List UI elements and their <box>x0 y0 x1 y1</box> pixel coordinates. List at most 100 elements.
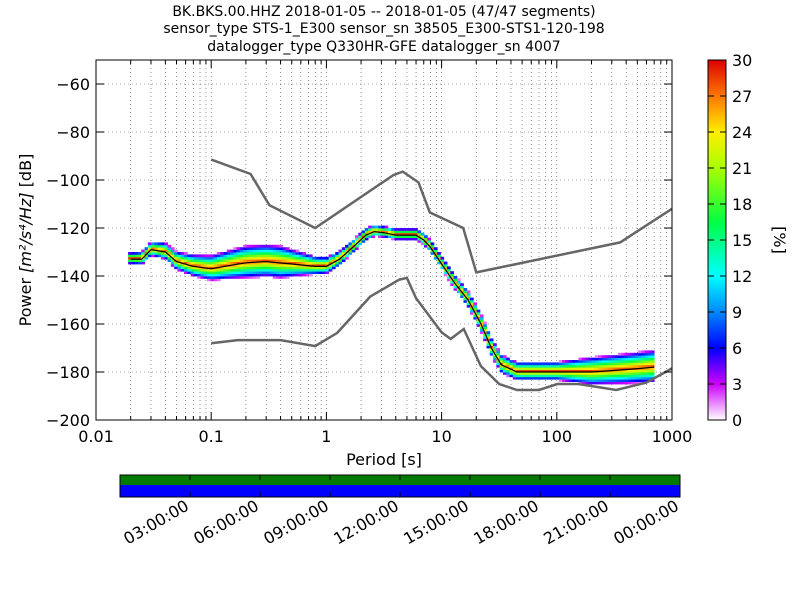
density-cell <box>299 256 303 260</box>
density-cell <box>246 273 251 277</box>
density-cell <box>325 271 330 274</box>
density-cell <box>243 264 247 267</box>
density-cell <box>292 249 297 253</box>
density-cell <box>292 252 297 255</box>
density-cell <box>177 252 182 255</box>
density-cell <box>141 249 145 253</box>
density-cell <box>621 369 625 373</box>
density-cell <box>364 228 369 231</box>
density-cell <box>581 367 586 370</box>
density-cell <box>476 324 481 327</box>
time-tick-label: 00:00:00 <box>610 496 682 548</box>
density-cell <box>230 256 234 260</box>
density-cell <box>460 295 464 298</box>
density-cell <box>624 372 629 375</box>
density-cell <box>502 362 507 366</box>
y-tick-label: −180 <box>46 363 90 382</box>
density-cell <box>476 314 481 318</box>
density-cell <box>539 369 543 373</box>
density-cell <box>509 372 514 375</box>
density-cell <box>522 369 527 373</box>
density-cell <box>213 264 218 267</box>
density-cell <box>308 261 313 265</box>
density-cell <box>256 252 261 255</box>
density-cell <box>292 271 297 274</box>
density-cell <box>571 360 576 363</box>
density-cell <box>151 244 155 248</box>
density-cell <box>144 256 149 260</box>
density-cell <box>230 273 234 277</box>
density-cell <box>397 235 402 238</box>
colorbar-label: [%] <box>770 226 789 254</box>
density-cell <box>262 271 267 274</box>
density-cell <box>226 266 231 270</box>
colorbar-tick-label: 24 <box>732 123 752 142</box>
density-cell <box>249 256 254 260</box>
density-cell <box>404 232 408 236</box>
density-cell <box>562 369 566 373</box>
density-cell <box>207 266 211 270</box>
density-cell <box>256 249 261 253</box>
density-cell <box>489 345 494 349</box>
density-cell <box>157 242 162 246</box>
density-cell <box>128 256 132 260</box>
density-cell <box>437 254 441 258</box>
density-cell <box>213 259 218 262</box>
density-cell <box>249 273 254 277</box>
density-cell <box>456 290 461 294</box>
density-cell <box>591 357 596 361</box>
density-cell <box>170 261 175 265</box>
density-cell <box>522 376 527 380</box>
density-cell <box>512 362 517 366</box>
density-cell <box>285 256 290 260</box>
high-noise-model-line <box>210 158 672 274</box>
density-cell <box>585 381 589 385</box>
density-cell <box>631 381 635 385</box>
density-cell <box>207 276 211 279</box>
density-cell <box>453 285 458 289</box>
density-cell <box>456 280 461 284</box>
density-cell <box>151 242 155 246</box>
density-cell <box>617 357 622 361</box>
density-cell <box>203 256 208 260</box>
density-cell <box>617 379 622 382</box>
density-cell <box>558 362 563 366</box>
density-cell <box>295 266 300 270</box>
density-cell <box>200 259 205 262</box>
density-cell <box>262 261 267 265</box>
density-cell <box>509 362 514 366</box>
density-cell <box>299 268 303 272</box>
density-cell <box>400 237 405 241</box>
density-cell <box>637 369 642 373</box>
density-cell <box>410 230 415 234</box>
density-cell <box>529 362 533 366</box>
density-cell <box>177 259 182 262</box>
density-cell <box>585 379 589 382</box>
density-cell <box>223 256 228 260</box>
density-cell <box>516 362 520 366</box>
density-cell <box>627 376 632 380</box>
density-cell <box>361 230 366 234</box>
y-tick-label: −80 <box>56 123 90 142</box>
density-cell <box>338 249 343 253</box>
density-cell <box>581 364 586 368</box>
density-cell <box>463 290 468 294</box>
density-cell <box>220 266 224 270</box>
density-cell <box>407 228 412 231</box>
density-cell <box>463 300 468 303</box>
density-cell <box>384 235 389 238</box>
density-cell <box>272 247 277 250</box>
density-cell <box>571 379 576 382</box>
density-cell <box>522 372 527 375</box>
density-cell <box>216 276 221 279</box>
x-tick-label: 1 <box>321 427 331 446</box>
density-cell <box>348 244 353 248</box>
density-cell <box>134 252 139 255</box>
density-cell <box>266 271 270 274</box>
density-cell <box>374 228 379 231</box>
density-cell <box>226 254 231 258</box>
density-cell <box>325 268 330 272</box>
density-cell <box>164 249 168 253</box>
density-cell <box>141 261 145 265</box>
density-cell <box>621 360 625 363</box>
